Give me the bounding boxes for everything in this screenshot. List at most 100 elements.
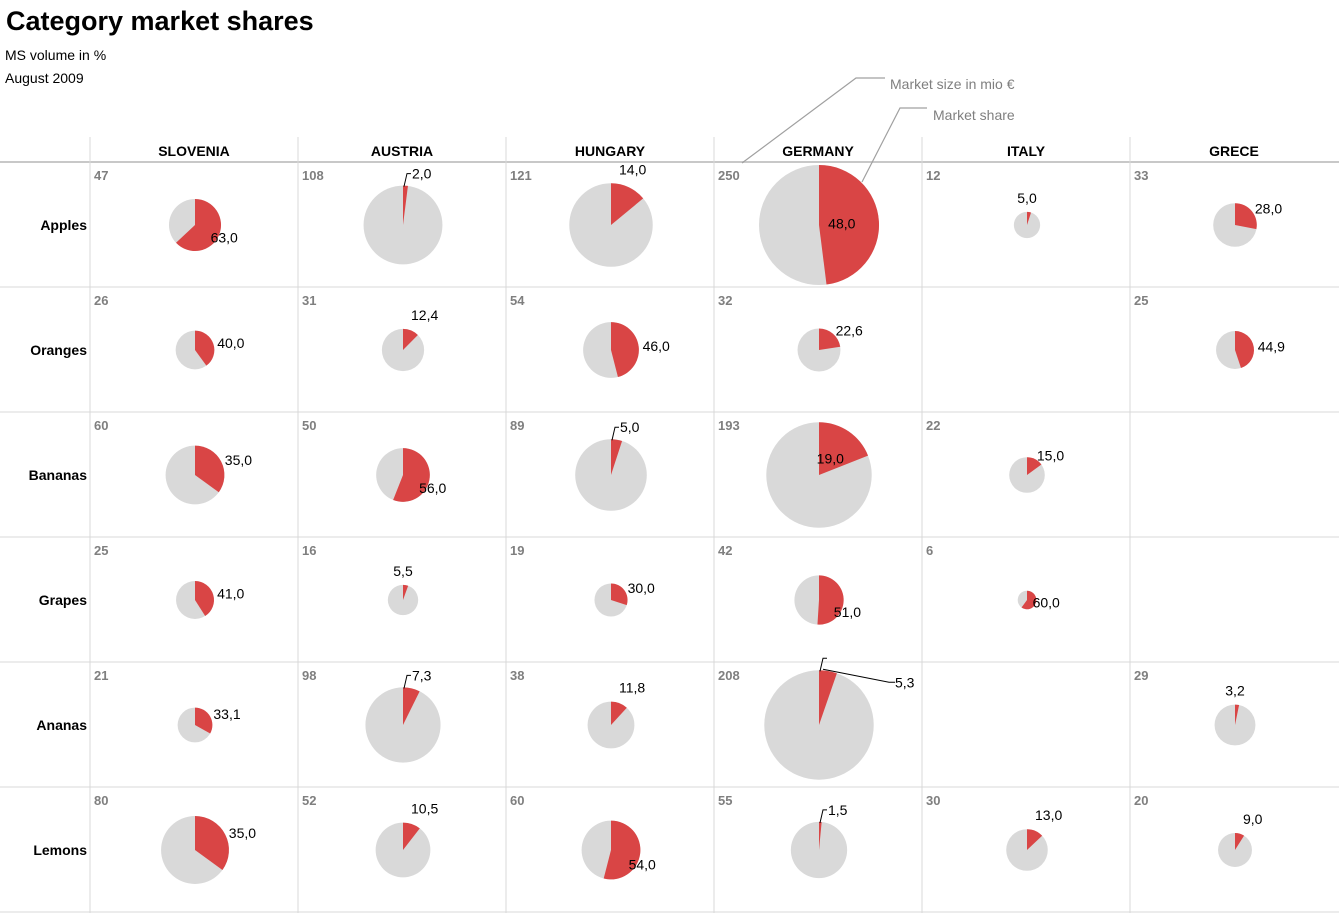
pie-share-slice	[1027, 211, 1032, 225]
market-share-label: 48,0	[828, 216, 855, 232]
column-header: SLOVENIA	[158, 143, 230, 159]
market-size-label: 80	[94, 793, 108, 808]
pie-share-slice	[403, 687, 420, 725]
legend-annotations: Market size in mio € Market share	[741, 76, 1015, 183]
market-share-label: 9,0	[1243, 811, 1263, 827]
market-size-label: 22	[926, 418, 940, 433]
market-size-label: 47	[94, 168, 108, 183]
pie-cell: 209,0	[1134, 793, 1263, 867]
pie-share-slice	[1027, 829, 1043, 850]
pie-share-slice	[819, 165, 880, 285]
pie-share-slice	[1235, 704, 1240, 725]
market-size-label: 26	[94, 293, 108, 308]
pie-share-slice	[393, 448, 430, 502]
share-leader-line	[819, 809, 827, 823]
pie-cell: 52 10,5	[302, 793, 438, 878]
pie-cell: 125,0	[926, 168, 1041, 239]
market-share-label: 3,2	[1225, 683, 1245, 699]
market-size-label: 12	[926, 168, 940, 183]
column-header: GERMANY	[782, 143, 854, 159]
market-share-label: 5,5	[393, 563, 413, 579]
market-share-label: 51,0	[834, 604, 861, 620]
pie-share-slice	[611, 322, 639, 378]
market-size-label: 38	[510, 668, 524, 683]
market-share-label: 5,0	[1017, 190, 1037, 206]
market-share-label: 28,0	[1255, 201, 1282, 217]
pie-cell: 660,0	[926, 543, 1060, 611]
market-share-label: 56,0	[419, 480, 446, 496]
pie-cell: 50 56,0	[302, 418, 447, 502]
pie-share-slice	[195, 581, 214, 617]
pie-share-slice	[611, 583, 628, 606]
pie-share-slice	[603, 820, 641, 880]
pie-share-slice	[1021, 590, 1037, 610]
market-size-label: 60	[94, 418, 108, 433]
market-share-label: 2,0	[412, 166, 432, 182]
market-size-label: 32	[718, 293, 732, 308]
column-header: AUSTRIA	[371, 143, 433, 159]
column-headers: SLOVENIA AUSTRIA HUNGARY GERMANY ITALY GRECE	[158, 143, 1259, 159]
pie-cell: 89 5,0	[510, 418, 647, 511]
pie-share-slice	[611, 439, 623, 475]
share-leader-line	[819, 657, 827, 672]
pie-cell: 25 41,0	[94, 543, 245, 619]
market-size-label: 29	[1134, 668, 1148, 683]
market-size-label: 20	[1134, 793, 1148, 808]
pie-cell: 193 19,0	[718, 418, 872, 528]
market-size-label: 31	[302, 293, 316, 308]
market-share-label: 54,0	[629, 857, 656, 873]
share-leader-line	[822, 668, 895, 683]
market-size-label: 89	[510, 418, 524, 433]
market-share-label: 5,3	[895, 674, 915, 690]
pie-cell: 54 46,0	[510, 293, 670, 378]
pie-cell: 121 14,0	[510, 161, 653, 267]
legend-size-leader	[741, 77, 885, 164]
market-size-label: 19	[510, 543, 524, 558]
pie-cell: 60 35,0	[94, 418, 252, 505]
pie-share-slice	[195, 330, 215, 366]
row-label: Bananas	[29, 467, 88, 483]
pie-cell: 33 28,0	[1134, 168, 1282, 247]
pie-cell: 30 13,0	[926, 793, 1062, 871]
pie-cell: 551,5	[718, 793, 848, 879]
pie-share-slice	[403, 584, 409, 600]
market-size-label: 25	[1134, 293, 1148, 308]
pie-cell: 38 11,8	[510, 668, 645, 749]
market-share-label: 15,0	[1037, 448, 1064, 464]
pie-cell: 31 12,4	[302, 293, 438, 372]
pie-share-slice	[819, 422, 869, 475]
market-share-label: 12,4	[411, 307, 438, 323]
legend-size-label: Market size in mio €	[890, 76, 1015, 92]
pie-cell: 19 30,0	[510, 543, 655, 617]
pie-share-slice	[819, 821, 822, 850]
pie-share-slice	[611, 183, 644, 225]
market-share-label: 19,0	[817, 450, 844, 466]
pie-share-slice	[403, 328, 418, 350]
pie-cell: 108 2,0	[302, 166, 443, 265]
market-share-label: 5,0	[620, 419, 640, 435]
market-share-label: 41,0	[217, 586, 244, 602]
row-label: Lemons	[33, 842, 87, 858]
market-size-label: 33	[1134, 168, 1148, 183]
market-share-label: 10,5	[411, 801, 438, 817]
market-size-label: 52	[302, 793, 316, 808]
share-leader-line	[403, 173, 411, 187]
column-header: GRECE	[1209, 143, 1259, 159]
market-size-label: 54	[510, 293, 525, 308]
market-share-label: 63,0	[211, 230, 238, 246]
pie-cell: 42 51,0	[718, 543, 861, 625]
pie-cell: 32 22,6	[718, 293, 863, 372]
legend-share-leader	[861, 107, 927, 183]
market-share-label: 7,3	[412, 667, 432, 683]
row-label: Ananas	[36, 717, 87, 733]
market-size-label: 50	[302, 418, 316, 433]
grid-lines	[0, 137, 1339, 913]
market-size-label: 60	[510, 793, 524, 808]
pie-cell: 26 40,0	[94, 293, 245, 370]
pie-share-slice	[819, 670, 837, 725]
pie-share-slice	[611, 701, 627, 725]
market-share-label: 1,5	[828, 802, 848, 818]
market-size-label: 98	[302, 668, 316, 683]
market-size-label: 121	[510, 168, 532, 183]
